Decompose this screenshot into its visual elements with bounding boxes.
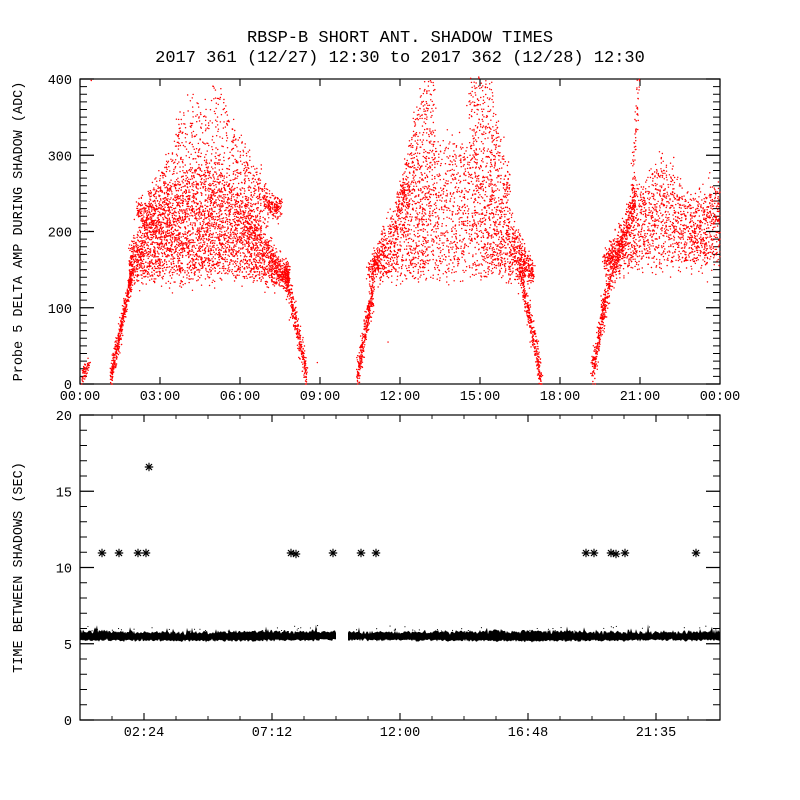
svg-text:12:00: 12:00 — [380, 390, 421, 405]
svg-text:09:00: 09:00 — [300, 390, 341, 405]
svg-text:0: 0 — [64, 379, 72, 394]
svg-text:400: 400 — [48, 74, 72, 89]
svg-text:18:00: 18:00 — [540, 390, 581, 405]
svg-text:16:48: 16:48 — [508, 726, 549, 741]
svg-text:15: 15 — [56, 486, 72, 501]
svg-text:20: 20 — [56, 410, 72, 425]
svg-text:06:00: 06:00 — [220, 390, 261, 405]
svg-text:5: 5 — [64, 639, 72, 654]
svg-text:07:12: 07:12 — [252, 726, 293, 741]
svg-text:0: 0 — [64, 715, 72, 730]
svg-text:TIME BETWEEN SHADOWS (SEC): TIME BETWEEN SHADOWS (SEC) — [12, 462, 27, 673]
svg-text:Probe 5 DELTA AMP DURING SHADO: Probe 5 DELTA AMP DURING SHADOW (ADC) — [12, 82, 27, 382]
svg-text:12:00: 12:00 — [380, 726, 421, 741]
svg-text:21:00: 21:00 — [620, 390, 661, 405]
svg-text:100: 100 — [48, 303, 72, 318]
svg-text:300: 300 — [48, 150, 72, 165]
svg-text:200: 200 — [48, 227, 72, 242]
svg-text:02:24: 02:24 — [124, 726, 165, 741]
svg-text:00:00: 00:00 — [700, 390, 741, 405]
svg-text:15:00: 15:00 — [460, 390, 501, 405]
svg-text:10: 10 — [56, 563, 72, 578]
svg-text:2017 361 (12/27) 12:30 to 2017: 2017 361 (12/27) 12:30 to 2017 362 (12/2… — [155, 49, 645, 68]
svg-text:21:35: 21:35 — [636, 726, 677, 741]
svg-text:RBSP-B SHORT ANT. SHADOW TIMES: RBSP-B SHORT ANT. SHADOW TIMES — [247, 29, 553, 48]
svg-text:03:00: 03:00 — [140, 390, 181, 405]
